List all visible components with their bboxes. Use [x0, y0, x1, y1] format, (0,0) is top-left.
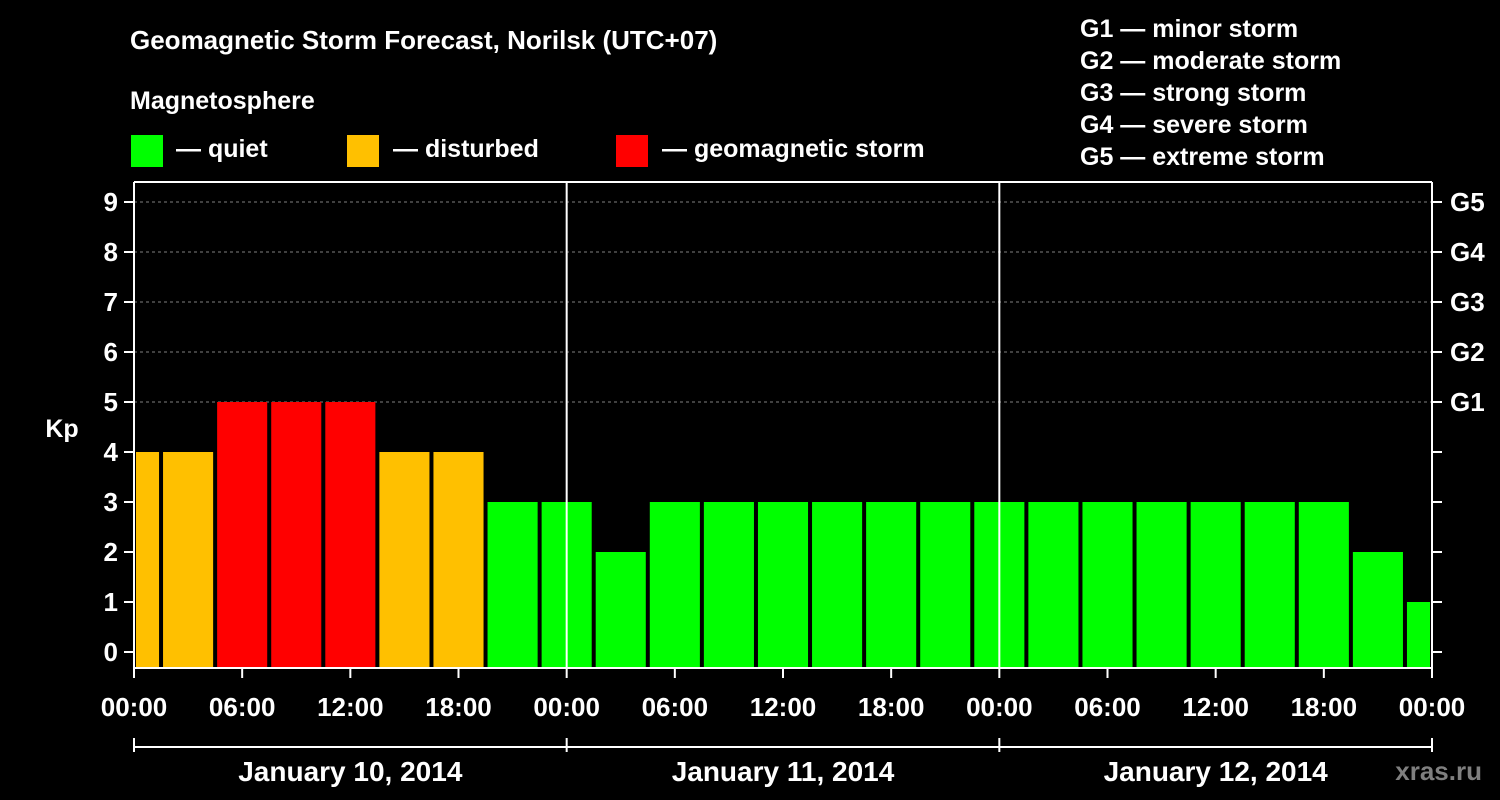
y-tick-label-3: 3 — [104, 487, 118, 517]
legend-label-quiet: — quiet — [176, 135, 268, 163]
right-label-g3: G3 — [1450, 287, 1485, 317]
x-tick-label-12: 00:00 — [1399, 692, 1466, 722]
y-tick-label-2: 2 — [104, 537, 118, 567]
x-tick-label-11: 18:00 — [1291, 692, 1358, 722]
x-tick-label-9: 06:00 — [1074, 692, 1141, 722]
storm-scale-g2: G2 — moderate storm — [1080, 47, 1341, 75]
y-tick-label-8: 8 — [104, 237, 118, 267]
x-tick-label-7: 18:00 — [858, 692, 925, 722]
x-tick-label-4: 00:00 — [533, 692, 600, 722]
bar-21 — [1244, 502, 1295, 668]
bar-11 — [703, 502, 754, 668]
right-label-g5: G5 — [1450, 187, 1485, 217]
bar-6 — [433, 452, 484, 668]
bar-3 — [271, 402, 322, 668]
legend-swatch-quiet — [131, 135, 163, 167]
bar-1 — [163, 452, 214, 668]
storm-scale-g4: G4 — severe storm — [1080, 111, 1308, 139]
tick-labels: 0 1 2 3 4 5 6 7 8 9 G1 G2 G3 G4 G5 00:00 06:00 12:00 18:00… — [101, 187, 1485, 787]
bar-22 — [1298, 502, 1349, 668]
bar-9 — [595, 552, 646, 668]
x-tick-label-10: 12:00 — [1182, 692, 1249, 722]
bar-13 — [812, 502, 863, 668]
x-tick-label-8: 00:00 — [966, 692, 1033, 722]
axes — [124, 181, 1442, 752]
chart-title: Geomagnetic Storm Forecast, Norilsk (UTC… — [130, 25, 717, 55]
storm-scale-g5: G5 — extreme storm — [1080, 143, 1325, 171]
x-tick-label-2: 12:00 — [317, 692, 384, 722]
bar-20 — [1190, 502, 1241, 668]
storm-scale-g1: G1 — minor storm — [1080, 15, 1298, 43]
right-label-g4: G4 — [1450, 237, 1485, 267]
y-tick-label-7: 7 — [104, 287, 118, 317]
legend-swatch-disturbed — [347, 135, 379, 167]
y-axis-label: Kp — [45, 415, 78, 443]
y-tick-label-0: 0 — [104, 637, 118, 667]
bar-17 — [1028, 502, 1079, 668]
legend-label-disturbed: — disturbed — [393, 135, 539, 163]
bar-23 — [1352, 552, 1403, 668]
magnetosphere-label: Magnetosphere — [130, 87, 315, 115]
legend: — quiet — disturbed — geomagnetic storm — [131, 135, 925, 167]
bar-2 — [217, 402, 268, 668]
bar-24 — [1406, 602, 1430, 668]
watermark: xras.ru — [1395, 756, 1482, 786]
x-tick-label-3: 18:00 — [425, 692, 492, 722]
bar-12 — [757, 502, 809, 668]
legend-label-storm: — geomagnetic storm — [662, 135, 925, 163]
bar-7 — [487, 502, 538, 668]
right-label-g1: G1 — [1450, 387, 1485, 417]
date-label-0: January 10, 2014 — [238, 756, 463, 787]
x-tick-label-1: 06:00 — [209, 692, 276, 722]
bar-5 — [379, 452, 430, 668]
y-tick-label-9: 9 — [104, 187, 118, 217]
bar-0 — [136, 452, 160, 668]
bar-14 — [866, 502, 917, 668]
y-tick-label-1: 1 — [104, 587, 118, 617]
bar-19 — [1136, 502, 1187, 668]
x-tick-label-6: 12:00 — [750, 692, 817, 722]
x-tick-label-0: 00:00 — [101, 692, 168, 722]
storm-scale-g3: G3 — strong storm — [1080, 79, 1306, 107]
storm-scale-list: G1 — minor storm G2 — moderate storm G3 … — [1080, 15, 1341, 171]
bar-10 — [649, 502, 700, 668]
bar-4 — [325, 402, 376, 668]
x-tick-label-5: 06:00 — [642, 692, 709, 722]
y-tick-label-5: 5 — [104, 387, 118, 417]
right-label-g2: G2 — [1450, 337, 1485, 367]
y-tick-label-4: 4 — [104, 437, 119, 467]
date-label-2: January 12, 2014 — [1104, 756, 1329, 787]
legend-swatch-storm — [616, 135, 648, 167]
date-label-1: January 11, 2014 — [672, 756, 895, 787]
bar-15 — [920, 502, 971, 668]
bar-18 — [1082, 502, 1133, 668]
y-tick-label-6: 6 — [104, 337, 118, 367]
